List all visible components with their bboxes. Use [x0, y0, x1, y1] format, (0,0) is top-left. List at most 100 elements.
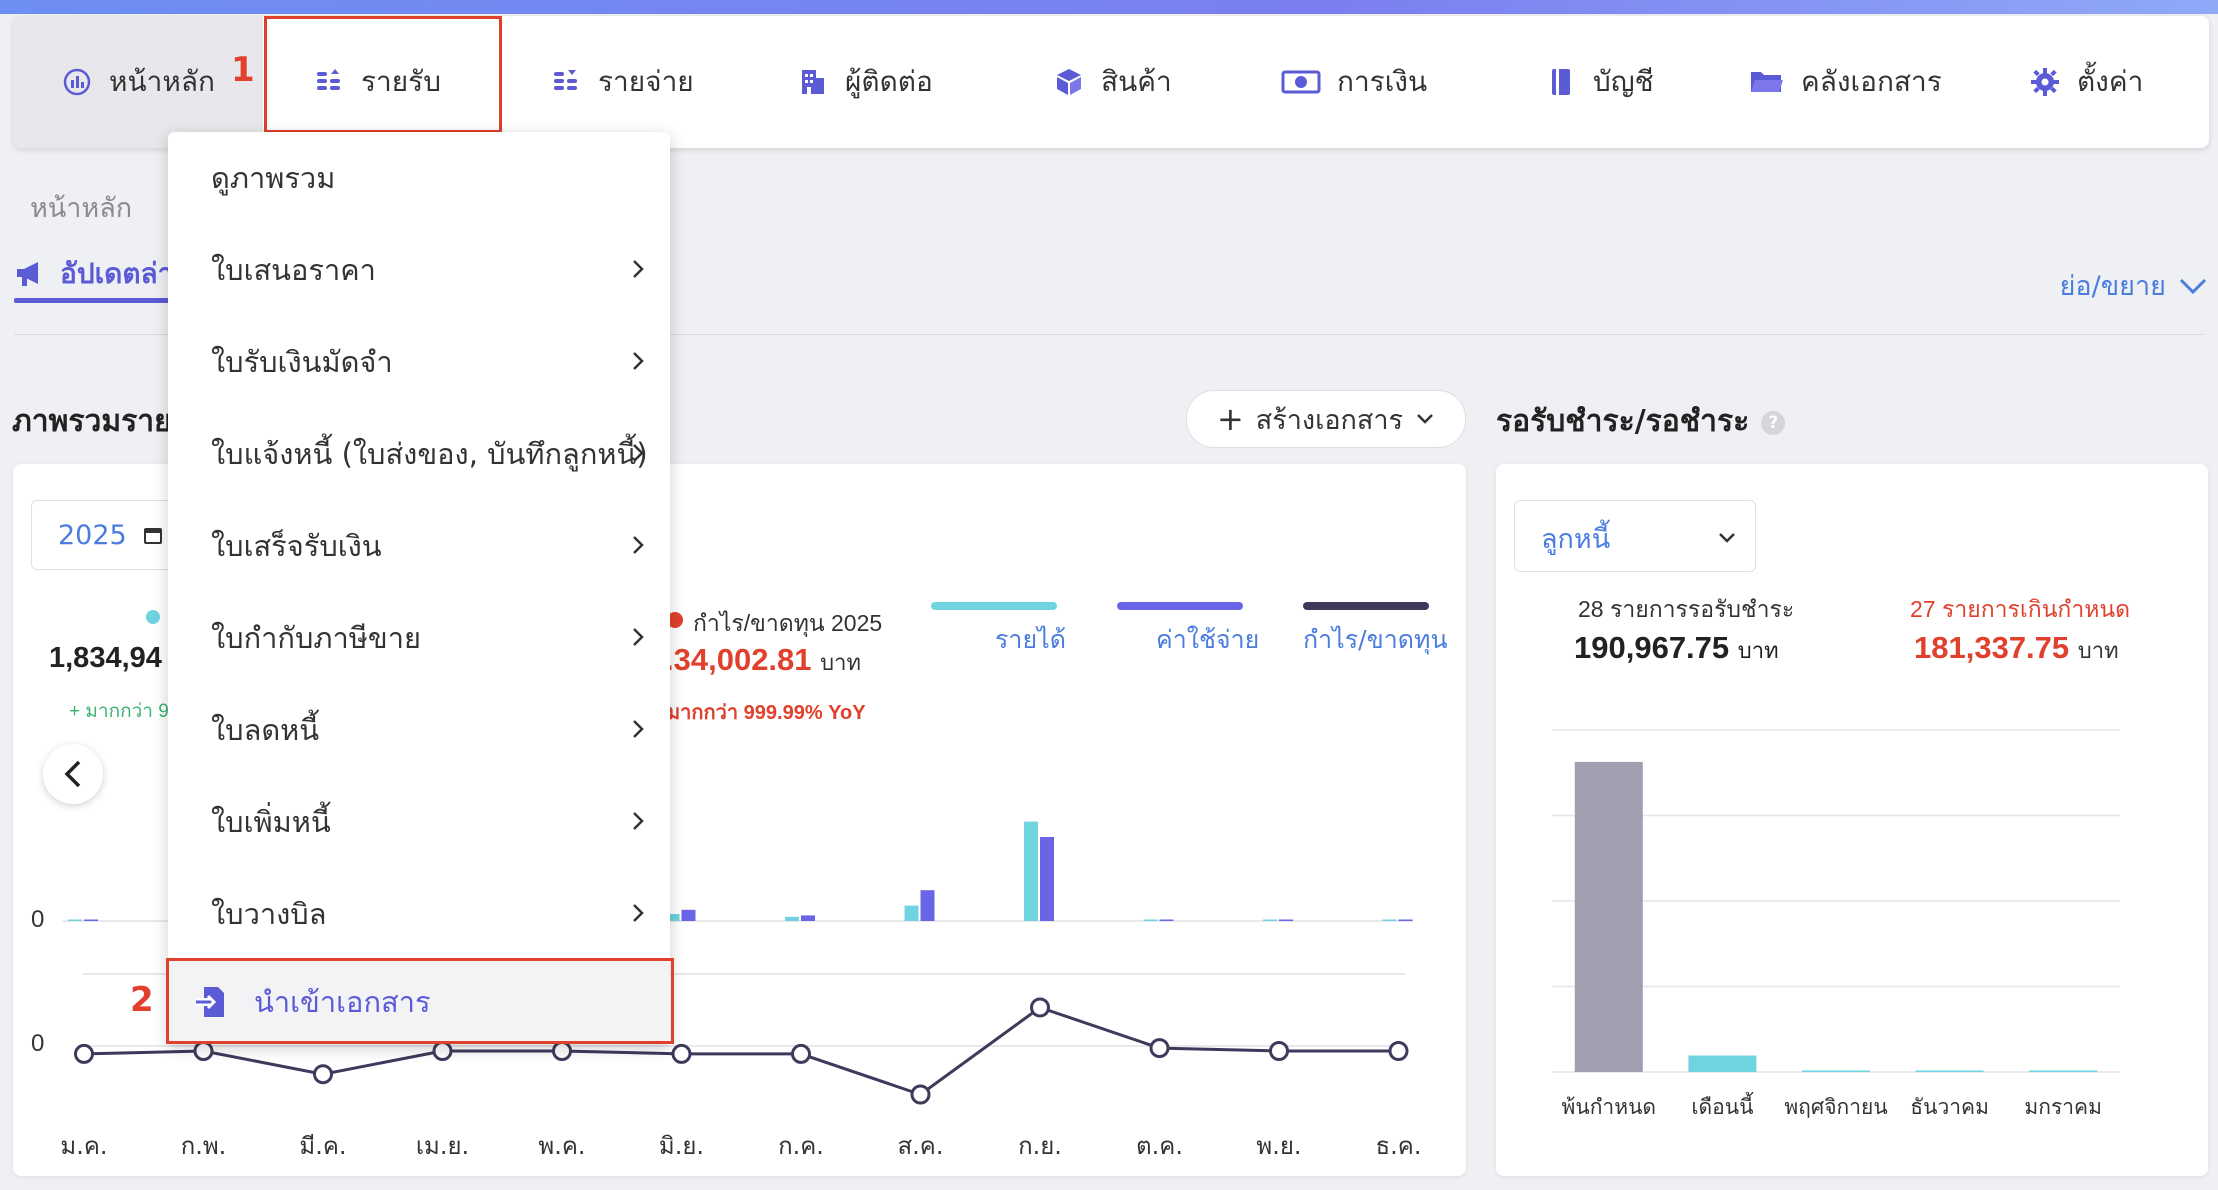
nav-products[interactable]: สินค้า — [1053, 16, 1172, 148]
nav-contacts[interactable]: ผู้ติดต่อ — [797, 16, 933, 148]
nav-label: รายรับ — [361, 65, 441, 98]
help-icon[interactable]: ? — [1761, 410, 1786, 435]
profit-point — [1030, 997, 1050, 1018]
pending-count: 28 รายการรอรับชำระ — [1578, 596, 1795, 622]
megaphone-icon — [17, 262, 38, 286]
x-tick-label: ก.ย. — [1018, 1132, 1062, 1160]
legend-revenue[interactable]: รายได้ — [995, 625, 1066, 654]
profit-point — [791, 1043, 811, 1064]
bar-expense — [681, 909, 696, 921]
create-document-button[interactable]: + สร้างเอกสาร — [1186, 390, 1466, 448]
profit-dot — [667, 612, 683, 628]
legend-profit[interactable]: กำไร/ขาดทุน — [1303, 625, 1448, 654]
chevron-down-icon — [2179, 278, 2207, 294]
main-navigation: หน้าหลัก รายรับ รายจ่าย ผู้ติดต่อ สินค้า… — [13, 16, 2209, 148]
receivables-chart: พ้นกำหนด เดือนนี้ พฤศจิกายน ธันวาคม มกราคม — [1552, 729, 2120, 1119]
bar-revenue — [1382, 919, 1397, 921]
menu-item-billing-note[interactable]: ใบวางบิล — [168, 868, 670, 960]
x-tick-label: ธ.ค. — [1376, 1132, 1422, 1160]
x-tick-label: มกราคม — [2024, 1095, 2102, 1119]
menu-item-import-documents[interactable]: นำเข้าเอกสาร — [168, 960, 670, 1044]
party-select-value: ลูกหนี้ — [1541, 524, 1611, 555]
x-tick-label: มิ.ย. — [659, 1132, 704, 1160]
x-tick-label: มี.ค. — [299, 1132, 346, 1160]
year-select[interactable]: 2025 — [31, 500, 191, 570]
menu-item-deposit-receipt[interactable]: ใบรับเงินมัดจำ — [168, 316, 670, 408]
collapse-toggle[interactable]: ย่อ/ขยาย — [2060, 264, 2208, 307]
menu-item-label: ดูภาพรวม — [211, 161, 336, 195]
nav-label: ตั้งค่า — [2077, 65, 2144, 98]
previous-button[interactable] — [43, 744, 103, 804]
profit-point — [313, 1064, 333, 1085]
year-value: 2025 — [58, 519, 127, 551]
folder-icon — [1751, 72, 1783, 92]
nav-finance[interactable]: การเงิน — [1281, 16, 1427, 148]
legend-expense[interactable]: ค่าใช้จ่าย — [1156, 625, 1260, 654]
menu-item-debit-note[interactable]: ใบเพิ่มหนี้ — [168, 776, 670, 868]
menu-item-tax-invoice[interactable]: ใบกำกับภาษีขาย — [168, 592, 670, 684]
x-tick-label: พฤศจิกายน — [1784, 1095, 1887, 1119]
chart-circle-icon — [63, 68, 91, 96]
bar-revenue — [665, 914, 680, 921]
profit-point — [74, 1043, 94, 1064]
menu-item-label: ใบรับเงินมัดจำ — [211, 345, 393, 379]
coins-up-icon — [317, 69, 340, 90]
menu-item-invoice[interactable]: ใบแจ้งหนี้ (ใบส่งของ, บันทึกลูกหนี้) — [168, 408, 670, 500]
menu-item-overview[interactable]: ดูภาพรวม — [168, 132, 670, 224]
nav-income[interactable]: รายรับ — [313, 16, 441, 148]
chevron-left-icon — [64, 760, 81, 788]
nav-documents[interactable]: คลังเอกสาร — [1749, 16, 1942, 148]
top-accent-strip — [0, 0, 2218, 14]
party-select[interactable]: ลูกหนี้ — [1514, 500, 1756, 572]
receivable-bar — [1688, 1055, 1757, 1072]
x-tick-label: พ้นกำหนด — [1562, 1095, 1657, 1119]
pending-amount: 190,967.75 — [1574, 630, 1730, 665]
chevron-right-icon — [633, 628, 644, 646]
revenue-dot — [146, 610, 160, 624]
menu-item-label: ใบเสนอราคา — [211, 253, 376, 287]
menu-item-receipt[interactable]: ใบเสร็จรับเงิน — [168, 500, 670, 592]
bar-revenue — [1024, 821, 1038, 921]
revenue-total: 1,834,94 — [49, 642, 162, 674]
menu-item-label: ใบวางบิล — [211, 897, 327, 931]
nav-label: สินค้า — [1101, 65, 1172, 98]
menu-item-quotation[interactable]: ใบเสนอราคา — [168, 224, 670, 316]
x-tick-label: ม.ค. — [60, 1132, 107, 1160]
legend-expense-line — [1117, 602, 1243, 610]
calendar-icon — [143, 528, 162, 544]
receivables-card: ลูกหนี้ 28 รายการรอรับชำระ 190,967.75 บา… — [1496, 464, 2208, 1176]
menu-item-label: ใบลดหนี้ — [211, 713, 320, 747]
nav-label: ผู้ติดต่อ — [845, 65, 933, 98]
x-tick-label: ก.พ. — [181, 1132, 227, 1160]
nav-accounting[interactable]: บัญชี — [1545, 16, 1654, 148]
legend-profit-line — [1303, 602, 1429, 610]
nav-expense[interactable]: รายจ่าย — [550, 16, 694, 148]
x-tick-label: ก.ค. — [778, 1132, 824, 1160]
nav-home[interactable]: หน้าหลัก — [13, 16, 263, 148]
bar-revenue — [68, 919, 82, 921]
profit-change: มากกว่า 999.99% YoY — [667, 702, 866, 724]
building-icon — [802, 70, 824, 94]
bar-revenue — [904, 905, 919, 921]
overdue-amount-row: 181,337.75 บาท — [1914, 630, 2119, 668]
x-tick-label: เดือนนี้ — [1691, 1092, 1753, 1119]
menu-item-credit-note[interactable]: ใบลดหนี้ — [168, 684, 670, 776]
profit-point — [671, 1043, 692, 1064]
overdue-count: 27 รายการเกินกำหนด — [1910, 596, 2131, 622]
revenue-change: + มากกว่า 9 — [69, 701, 169, 722]
legend-revenue-line — [931, 602, 1057, 610]
overdue-amount: 181,337.75 — [1914, 630, 2070, 665]
bar-expense — [801, 915, 815, 921]
nav-settings[interactable]: ตั้งค่า — [2029, 16, 2143, 148]
bar-expense — [84, 919, 98, 921]
highlight-box-income — [264, 16, 502, 133]
chevron-right-icon — [633, 812, 644, 830]
bar-revenue — [785, 916, 799, 921]
coins-down-icon — [554, 70, 577, 90]
chevron-down-icon — [1719, 533, 1735, 543]
overdue-unit: บาท — [2077, 638, 2119, 663]
step-number: 1 — [231, 50, 255, 90]
profit-point — [910, 1084, 931, 1105]
profit-amount: .34,002.81 — [665, 642, 812, 677]
toggle-label: ย่อ/ขยาย — [2059, 271, 2166, 302]
